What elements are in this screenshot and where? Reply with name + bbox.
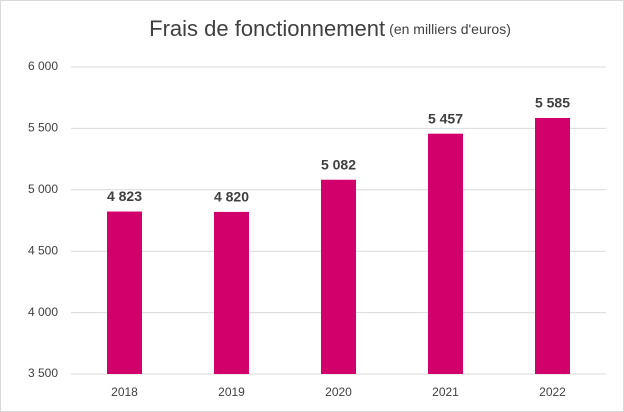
value-label: 4 820 — [214, 189, 249, 205]
x-tick-label: 2018 — [111, 385, 138, 399]
chart-title: Frais de fonctionnement — [149, 16, 385, 41]
bar — [107, 211, 142, 374]
y-tick-label: 5 000 — [28, 182, 58, 196]
bar — [535, 117, 570, 374]
value-label: 5 585 — [535, 95, 570, 111]
bar — [321, 179, 356, 374]
chart-subtitle: (en milliers d'euros) — [389, 21, 511, 37]
y-tick-label: 3 500 — [28, 366, 58, 380]
x-tick-label: 2021 — [432, 385, 459, 399]
y-tick-label: 4 500 — [28, 243, 58, 257]
y-tick-label: 6 000 — [28, 59, 58, 73]
y-tick-label: 4 000 — [28, 305, 58, 319]
chart-heading: Frais de fonctionnement (en milliers d'eu… — [149, 16, 511, 41]
x-tick-label: 2020 — [325, 385, 352, 399]
y-tick-label: 5 500 — [28, 121, 58, 135]
x-tick-label: 2022 — [539, 385, 566, 399]
value-label: 4 823 — [107, 188, 142, 204]
value-label: 5 457 — [428, 110, 463, 126]
value-label: 5 082 — [321, 156, 356, 172]
bar — [428, 133, 463, 374]
x-tick-label: 2019 — [218, 385, 245, 399]
bar — [214, 211, 249, 374]
